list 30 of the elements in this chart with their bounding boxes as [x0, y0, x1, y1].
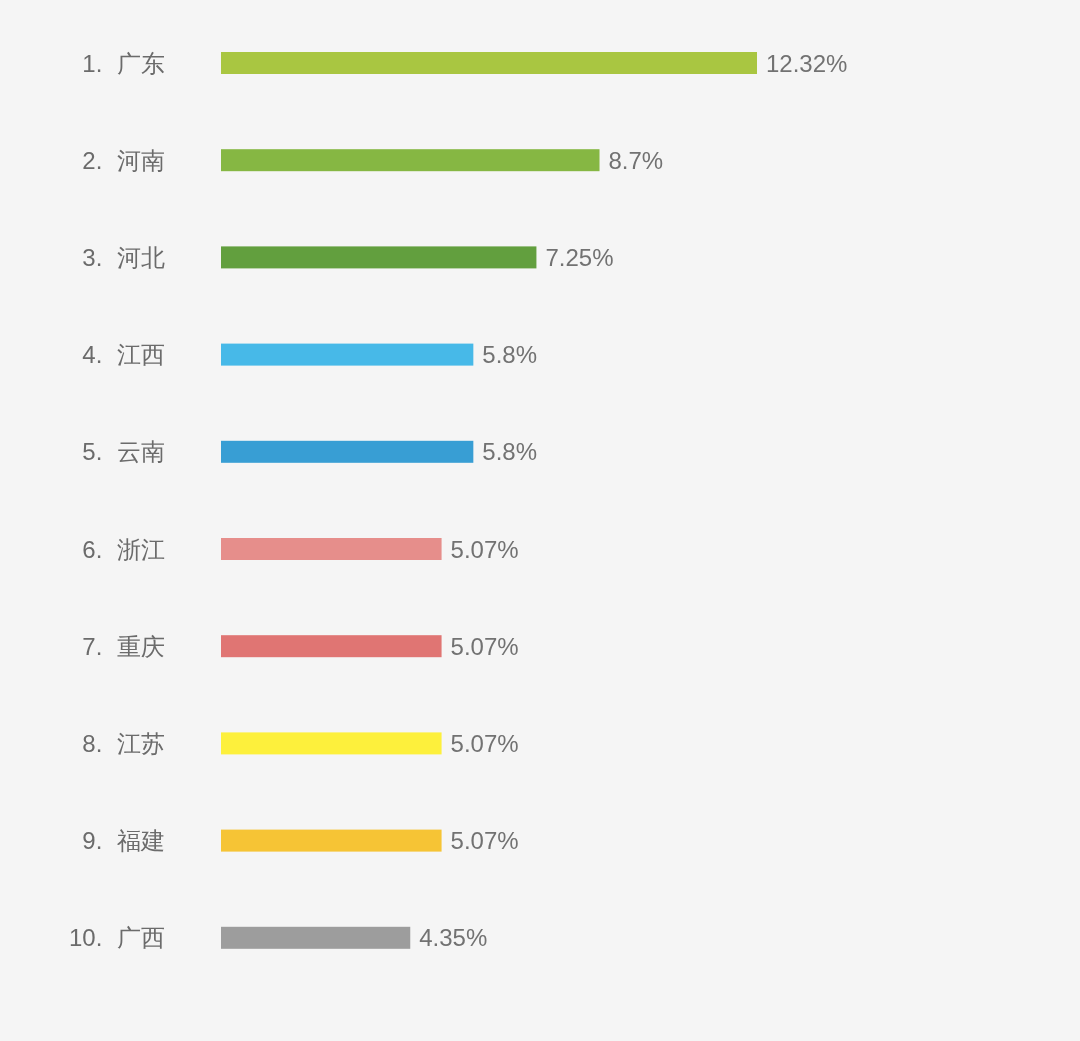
- data-label: 5.8%: [482, 438, 538, 466]
- bar: [221, 343, 474, 366]
- data-label: 5.07%: [450, 535, 519, 563]
- data-label: 12.32%: [766, 49, 848, 77]
- bar: [221, 538, 442, 560]
- data-label: 5.07%: [450, 632, 519, 660]
- bar: [221, 52, 757, 74]
- data-label: 5.8%: [482, 341, 538, 369]
- bar: [221, 732, 442, 755]
- bar: [221, 149, 600, 172]
- y-tick-label: 4. 江西: [82, 341, 165, 369]
- bar: [221, 829, 442, 852]
- y-tick-label: 1. 广东: [82, 49, 165, 77]
- y-tick-label: 6. 浙江: [82, 535, 165, 563]
- y-tick-label: 9. 福建: [82, 827, 165, 855]
- y-tick-label: 5. 云南: [82, 438, 165, 466]
- y-tick-label: 2. 河南: [82, 146, 165, 174]
- data-label: 5.07%: [450, 827, 519, 855]
- bar: [221, 926, 411, 949]
- y-tick-label: 8. 江苏: [82, 729, 165, 757]
- bar: [221, 246, 537, 269]
- data-label: 4.35%: [419, 924, 488, 952]
- bar: [221, 635, 442, 658]
- y-tick-label: 10. 广西: [68, 924, 165, 952]
- data-label: 8.7%: [608, 146, 664, 174]
- y-tick-label: 3. 河北: [82, 243, 165, 271]
- bar: [221, 440, 474, 463]
- y-tick-label: 7. 重庆: [82, 632, 165, 660]
- data-label: 7.25%: [545, 243, 614, 271]
- data-label: 5.07%: [450, 729, 519, 757]
